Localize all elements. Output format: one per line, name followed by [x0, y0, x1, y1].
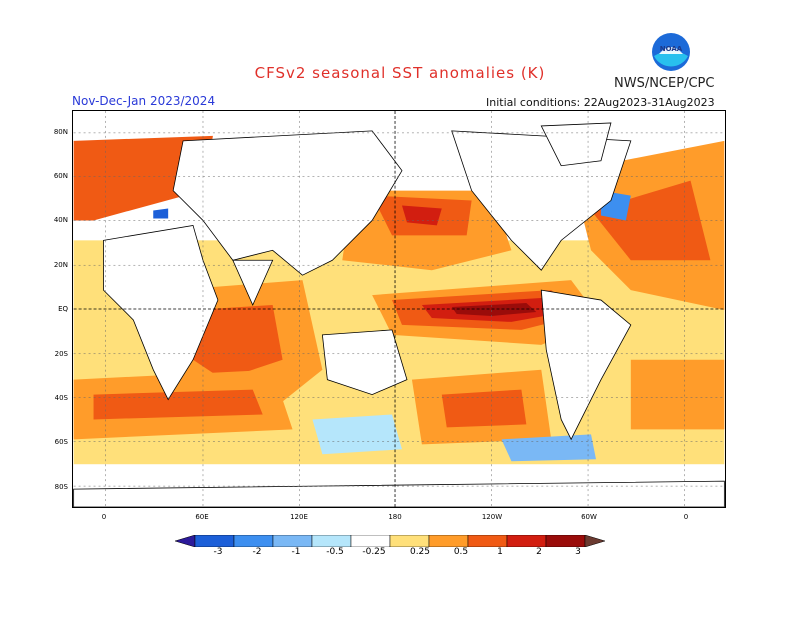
lat-label-eq: EQ [58, 305, 68, 313]
africa [103, 224, 219, 401]
legend-swatch-5 [350, 535, 391, 547]
legend-swatch-0 [175, 535, 196, 547]
legend-swatch-3 [272, 535, 313, 547]
legend-swatch-8 [467, 535, 508, 547]
sst-anomaly-map [72, 110, 726, 508]
lat-label-80s: 80S [54, 483, 68, 491]
legend-label-p025: 0.25 [409, 547, 431, 557]
greenland [540, 122, 612, 167]
graticule [73, 111, 725, 507]
legend-label-m025: -0.25 [362, 547, 386, 557]
continents [73, 122, 725, 507]
noaa-logo: NOAA [652, 33, 690, 71]
lat-label-20n: 20N [53, 261, 68, 269]
australia [321, 329, 408, 395]
north-america [451, 130, 632, 271]
legend-swatch-1 [194, 535, 235, 547]
legend-swatch-2 [233, 535, 274, 547]
antarctica [73, 480, 725, 507]
lon-label-0-east: 0 [683, 513, 689, 521]
logo-text: NOAA [660, 45, 683, 53]
lon-label-180: 180 [388, 513, 402, 521]
organization-label: NWS/NCEP/CPC [614, 76, 715, 91]
legend-label-m1: -1 [291, 547, 301, 557]
reference-lines [73, 111, 725, 507]
lat-label-40s: 40S [54, 394, 68, 402]
legend-label-m2: -2 [252, 547, 262, 557]
lon-label-120w: 120W [481, 513, 503, 521]
legend-label-p05: 0.5 [453, 547, 469, 557]
legend-swatch-4 [311, 535, 352, 547]
lat-label-40n: 40N [53, 216, 68, 224]
color-legend-bar [175, 535, 606, 547]
lat-label-60n: 60N [53, 172, 68, 180]
legend-label-p1: 1 [497, 547, 503, 557]
eurasia [172, 130, 403, 276]
legend-swatch-10 [545, 535, 586, 547]
lon-label-120e: 120E [290, 513, 308, 521]
lat-label-80n: 80N [53, 128, 68, 136]
india [232, 259, 274, 307]
lon-label-60w: 60W [581, 513, 597, 521]
map-title: CFSv2 seasonal SST anomalies (K) [254, 64, 546, 82]
legend-label-p3: 3 [575, 547, 581, 557]
legend-label-m3: -3 [213, 547, 223, 557]
south-america [540, 289, 632, 441]
lat-label-60s: 60S [54, 438, 68, 446]
lat-label-20s: 20S [54, 350, 68, 358]
legend-label-p2: 2 [536, 547, 542, 557]
legend-swatch-9 [506, 535, 547, 547]
legend-swatch-11 [584, 535, 606, 547]
lon-label-60e: 60E [195, 513, 209, 521]
legend-swatch-6 [389, 535, 430, 547]
legend-label-m05: -0.5 [326, 547, 344, 557]
legend-swatch-7 [428, 535, 469, 547]
initial-conditions: Initial conditions: 22Aug2023-31Aug2023 [486, 96, 715, 109]
lon-label-0: 0 [101, 513, 107, 521]
forecast-period: Nov-Dec-Jan 2023/2024 [72, 94, 216, 108]
